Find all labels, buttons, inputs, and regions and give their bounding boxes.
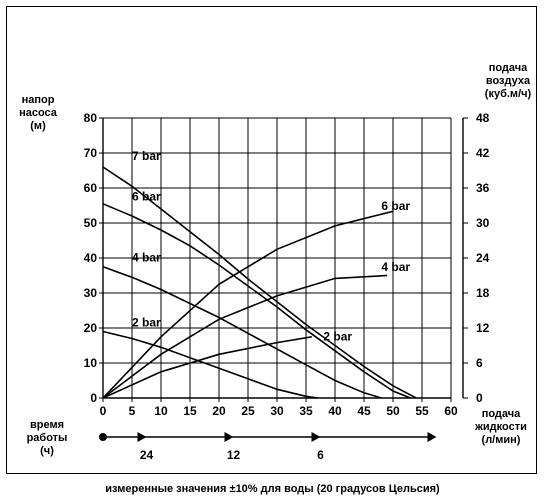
y-right-title-line: (куб.м/ч) bbox=[484, 88, 532, 100]
x-tick-label: 25 bbox=[241, 404, 255, 418]
time-axis-arrow bbox=[137, 432, 147, 442]
air-curve-4-bar bbox=[102, 274, 388, 399]
x-tick-label: 5 bbox=[129, 404, 136, 418]
y-left-tick-label: 50 bbox=[84, 216, 98, 230]
y-left-tick-label: 0 bbox=[90, 391, 97, 405]
x-title-line: жидкости bbox=[475, 421, 527, 433]
y-left-title-line: (м) bbox=[30, 120, 46, 132]
head-curve-6-bar bbox=[102, 203, 411, 399]
x-title-line: подача bbox=[481, 408, 521, 420]
head-curve-2-bar bbox=[102, 330, 318, 399]
y-right-axis-title: подача воздуха (куб.м/ч) bbox=[474, 62, 542, 101]
y-left-title-line: напор bbox=[21, 94, 55, 106]
head-curve-label: 4 bar bbox=[132, 251, 161, 265]
head-curve-7-bar bbox=[102, 166, 417, 399]
y-left-tick-label: 30 bbox=[84, 286, 98, 300]
y-right-tick-label: 6 bbox=[476, 356, 483, 370]
air-curve-label: 4 bar bbox=[381, 260, 410, 274]
x-tick-label: 0 bbox=[100, 404, 107, 418]
air-curve-label: 2 bar bbox=[323, 329, 352, 343]
y-right-tick-label: 12 bbox=[476, 321, 490, 335]
y-left-tick-label: 10 bbox=[84, 356, 98, 370]
time-axis-label: 12 bbox=[227, 448, 241, 462]
time-axis-arrow-end bbox=[427, 432, 437, 442]
chart-frame bbox=[6, 6, 537, 474]
time-title-line: работы bbox=[26, 432, 68, 444]
time-axis-arrow bbox=[224, 432, 234, 442]
y-left-axis-title: напор насоса (м) bbox=[10, 94, 66, 133]
x-tick-label: 10 bbox=[154, 404, 168, 418]
air-curve-2-bar bbox=[102, 336, 312, 399]
y-left-tick-label: 80 bbox=[84, 111, 98, 125]
y-left-tick-label: 20 bbox=[84, 321, 98, 335]
x-tick-label: 30 bbox=[270, 404, 284, 418]
x-tick-label: 45 bbox=[357, 404, 371, 418]
y-right-tick-label: 24 bbox=[476, 251, 490, 265]
time-axis-arrow bbox=[311, 432, 321, 442]
time-title-line: время bbox=[29, 419, 64, 431]
y-right-title-line: подача bbox=[488, 62, 528, 74]
y-right-tick-label: 0 bbox=[476, 391, 483, 405]
x-title-line: (л/мин) bbox=[481, 434, 521, 446]
y-right-tick-label: 48 bbox=[476, 111, 490, 125]
x-tick-label: 20 bbox=[212, 404, 226, 418]
air-curve-label: 6 bar bbox=[381, 199, 410, 213]
x-tick-label: 40 bbox=[328, 404, 342, 418]
x-tick-label: 35 bbox=[299, 404, 313, 418]
head-curve-label: 7 bar bbox=[132, 149, 161, 163]
x-tick-label: 15 bbox=[183, 404, 197, 418]
x-tick-label: 60 bbox=[444, 404, 458, 418]
y-right-tick-label: 36 bbox=[476, 181, 490, 195]
time-title-line: (ч) bbox=[40, 445, 54, 457]
air-curve-6-bar bbox=[102, 210, 394, 399]
time-axis-origin bbox=[99, 433, 107, 441]
head-curve-label: 6 bar bbox=[132, 189, 161, 203]
footnote: измеренные значения ±10% для воды (20 гр… bbox=[105, 483, 440, 495]
y-right-tick-label: 18 bbox=[476, 286, 490, 300]
x-tick-label: 55 bbox=[415, 404, 429, 418]
head-curve-label: 2 bar bbox=[132, 315, 161, 329]
y-left-title-line: насоса bbox=[19, 107, 57, 119]
time-axis-label: 6 bbox=[317, 448, 324, 462]
time-axis-title: время работы (ч) bbox=[18, 419, 76, 458]
y-left-tick-label: 40 bbox=[84, 251, 98, 265]
y-right-title-line: воздуха bbox=[485, 75, 531, 87]
y-right-tick-label: 30 bbox=[476, 216, 490, 230]
y-left-tick-label: 70 bbox=[84, 146, 98, 160]
y-right-tick-label: 42 bbox=[476, 146, 490, 160]
x-tick-label: 50 bbox=[386, 404, 400, 418]
y-left-tick-label: 60 bbox=[84, 181, 98, 195]
head-curve-4-bar bbox=[102, 266, 382, 399]
time-axis-label: 24 bbox=[140, 448, 154, 462]
x-axis-title: подача жидкости (л/мин) bbox=[470, 408, 532, 447]
